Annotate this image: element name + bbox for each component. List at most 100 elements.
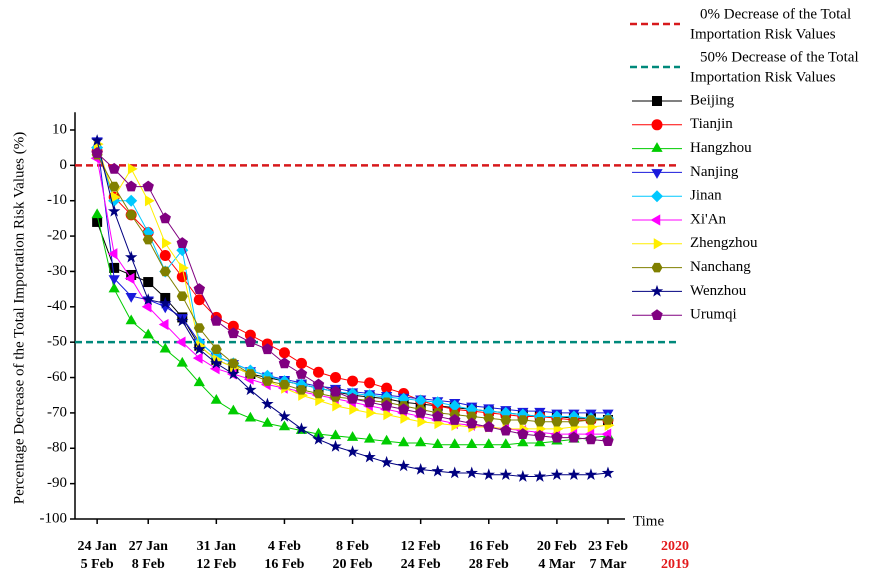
data-point bbox=[482, 468, 495, 481]
data-point bbox=[161, 237, 172, 249]
legend-marker bbox=[651, 309, 663, 321]
data-point bbox=[414, 462, 427, 475]
y-tick-label: -50 bbox=[47, 334, 67, 350]
legend-label: Importation Risk Values bbox=[690, 26, 836, 42]
y-tick-label: 0 bbox=[60, 157, 68, 173]
data-point bbox=[193, 294, 205, 306]
x-tick-label: 4 Feb bbox=[268, 539, 301, 554]
year-label: 2020 bbox=[661, 539, 689, 554]
data-point bbox=[179, 262, 189, 274]
data-point bbox=[193, 376, 205, 387]
data-point bbox=[380, 455, 393, 468]
data-point bbox=[449, 413, 461, 425]
data-point bbox=[329, 385, 342, 397]
data-point bbox=[381, 382, 393, 394]
data-point bbox=[244, 329, 256, 341]
data-point bbox=[210, 394, 222, 404]
data-point bbox=[363, 450, 376, 463]
data-point bbox=[227, 358, 239, 369]
data-point bbox=[125, 194, 138, 207]
x-tick-label-2019: 20 Feb bbox=[333, 557, 373, 572]
data-point bbox=[465, 466, 478, 479]
data-point bbox=[449, 438, 461, 448]
x-tick-label-2019: 4 Mar bbox=[538, 557, 575, 572]
y-tick-label: -20 bbox=[47, 228, 67, 244]
data-point bbox=[533, 470, 547, 482]
year-label: 2019 bbox=[661, 557, 689, 572]
x-tick-label: 8 Feb bbox=[336, 539, 369, 554]
data-point bbox=[108, 275, 120, 286]
data-point bbox=[143, 277, 154, 288]
data-point bbox=[551, 416, 563, 427]
data-point bbox=[210, 314, 223, 326]
x-tick-label-2019: 7 Mar bbox=[590, 557, 627, 572]
y-tick-label: -90 bbox=[47, 475, 67, 491]
data-point bbox=[159, 250, 171, 262]
data-point bbox=[602, 435, 614, 447]
y-tick-label: -60 bbox=[47, 369, 67, 385]
data-point bbox=[176, 291, 188, 301]
data-point bbox=[332, 400, 343, 412]
y-axis-label: Percentage Decrease of the Total Importa… bbox=[11, 132, 27, 504]
x-tick-label: 20 Feb bbox=[537, 539, 577, 554]
data-point bbox=[91, 146, 103, 158]
data-point bbox=[431, 410, 444, 422]
y-tick-label: -80 bbox=[47, 440, 67, 456]
data-point bbox=[380, 434, 393, 445]
data-point bbox=[534, 416, 546, 427]
data-point bbox=[380, 399, 393, 411]
data-point bbox=[466, 438, 478, 448]
legend-label: Urumqi bbox=[690, 307, 737, 323]
data-point bbox=[124, 272, 135, 285]
data-point bbox=[312, 432, 325, 445]
data-point bbox=[366, 407, 377, 419]
data-point bbox=[448, 466, 461, 479]
data-point bbox=[159, 342, 171, 353]
data-point bbox=[330, 372, 342, 384]
data-point bbox=[125, 292, 137, 303]
legend-label: Xi'An bbox=[690, 211, 727, 227]
legend-label: Wenzhou bbox=[690, 283, 747, 299]
data-point bbox=[383, 409, 394, 421]
data-point bbox=[107, 204, 121, 217]
data-point bbox=[295, 368, 308, 379]
x-tick-label-2019: 12 Feb bbox=[196, 557, 236, 572]
data-point bbox=[91, 208, 103, 219]
x-tick-label-2019: 8 Feb bbox=[132, 557, 165, 572]
data-point bbox=[584, 468, 598, 481]
legend-label: Nanchang bbox=[690, 259, 751, 275]
data-point bbox=[108, 181, 120, 192]
data-point bbox=[127, 163, 138, 175]
data-point bbox=[500, 438, 512, 448]
data-point bbox=[414, 394, 427, 407]
data-point bbox=[500, 415, 512, 425]
data-point bbox=[415, 436, 427, 447]
data-point bbox=[466, 411, 478, 422]
data-point bbox=[108, 282, 120, 293]
data-point bbox=[142, 180, 154, 192]
data-point bbox=[261, 397, 274, 410]
x-tick-label: 16 Feb bbox=[469, 539, 509, 554]
y-tick-label: -30 bbox=[47, 263, 67, 279]
data-point bbox=[175, 336, 186, 348]
data-point bbox=[397, 459, 410, 472]
legend-marker bbox=[651, 119, 663, 131]
data-point bbox=[90, 134, 104, 146]
data-point bbox=[159, 296, 172, 309]
data-point bbox=[227, 327, 240, 339]
data-point bbox=[295, 422, 308, 435]
data-point bbox=[349, 403, 360, 415]
data-point bbox=[261, 343, 274, 355]
x-axis-label: Time bbox=[633, 513, 664, 529]
legend-label: 50% Decrease of the Total bbox=[700, 49, 859, 65]
data-point bbox=[142, 293, 155, 305]
data-point bbox=[346, 431, 359, 441]
legend-marker bbox=[651, 142, 663, 152]
data-point bbox=[397, 403, 410, 415]
data-point bbox=[295, 357, 307, 369]
data-point bbox=[92, 216, 103, 227]
data-point bbox=[550, 468, 564, 481]
data-point bbox=[295, 385, 307, 395]
data-point bbox=[244, 369, 256, 379]
data-point bbox=[363, 396, 376, 408]
